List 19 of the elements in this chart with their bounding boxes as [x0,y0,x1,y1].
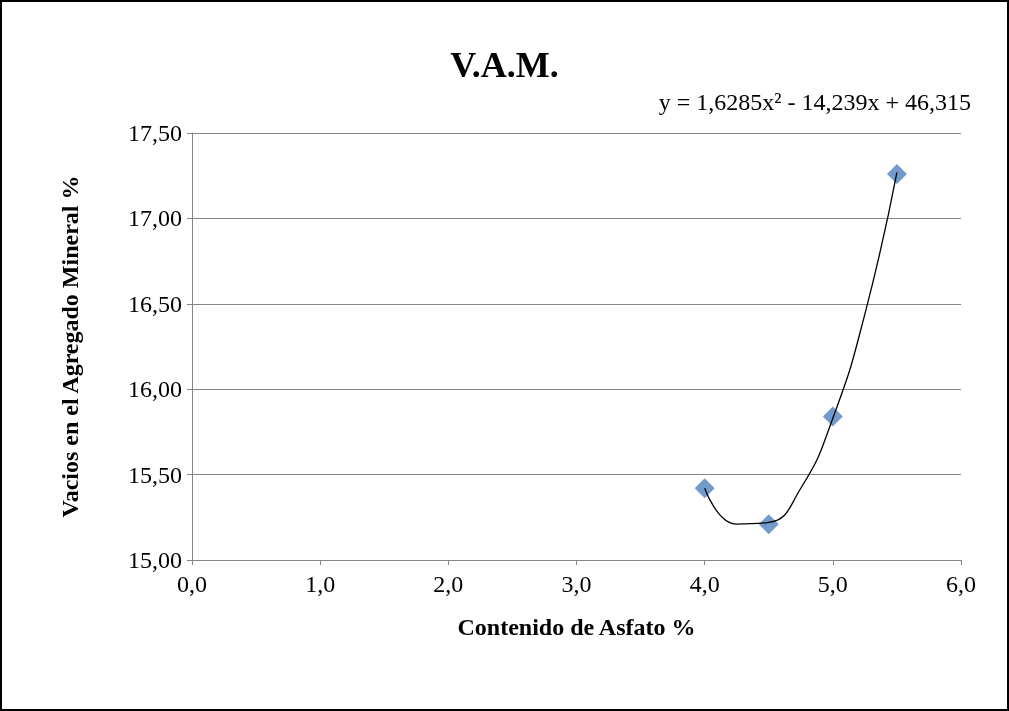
text: y = 1,6285x² - 14,239x + 46,315 [658,89,972,115]
x-tick-label: 0,0 [177,571,207,597]
y-tick-label: 15,50 [128,461,182,488]
x-tick-label: 2,0 [433,571,464,597]
y-tick-label: 15,00 [128,547,182,573]
y-tick-label: 16,50 [128,290,182,317]
y-axis-title: Vacios en el Agregado Mineral % [57,175,83,518]
point [886,163,907,184]
x-tick-label: 4,0 [689,571,720,597]
y-tick-label: 17,00 [128,205,182,232]
chart-title: V.A.M. [450,45,559,85]
x-tick-label: 3,0 [561,571,592,597]
x-tick-label: 6,0 [946,571,976,597]
point [694,478,715,499]
y-tick-label: 16,00 [128,376,182,403]
x-tick-label: 5,0 [817,571,848,597]
x-tick-label: 1,0 [305,571,336,597]
y-tick-label: 17,50 [128,120,182,146]
x-axis-title: Contenido de Asfato % [457,614,696,640]
